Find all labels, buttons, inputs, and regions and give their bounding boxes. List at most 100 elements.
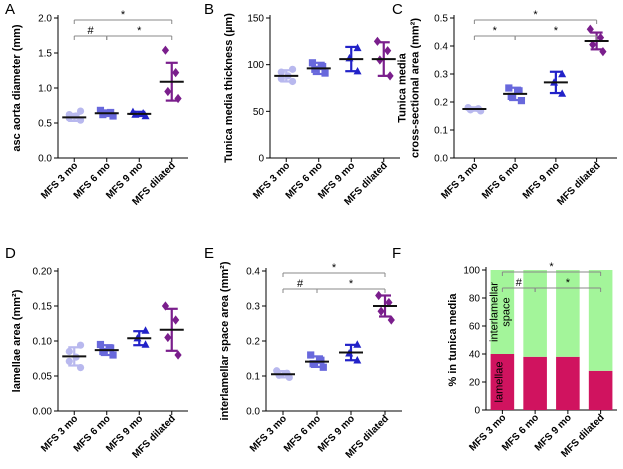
y-tick-label: 0.5 xyxy=(434,14,448,25)
significance-label: * xyxy=(137,25,142,37)
data-point xyxy=(273,367,281,375)
significance-label: * xyxy=(349,278,354,290)
bar-interlamellar xyxy=(490,270,515,354)
data-point xyxy=(65,347,73,356)
bar-interlamellar xyxy=(556,270,580,357)
y-tick-label: 0.3 xyxy=(246,302,260,313)
data-point xyxy=(319,363,327,371)
y-tick-label: 0 xyxy=(258,154,264,165)
series-3 xyxy=(159,45,184,104)
x-tick-label: MFS 3 mo xyxy=(439,160,480,201)
inbar-label-lamellae: lamellae xyxy=(493,362,505,403)
y-tick-label: 0.15 xyxy=(33,302,53,313)
y-axis-label: Tunica media xyxy=(397,52,409,122)
data-point xyxy=(308,59,317,67)
y-tick-label: 100 xyxy=(247,60,264,71)
data-point xyxy=(507,92,515,100)
y-axis-label: lamellae area (mm²) xyxy=(11,289,23,392)
data-point xyxy=(96,106,105,114)
y-tick-label: 60 xyxy=(469,322,481,333)
data-point xyxy=(373,36,382,46)
significance-label: * xyxy=(332,262,337,274)
panel-c: C 0.0 0.1 0.2 0.3 0.4 0.5 MFS 3 mo MFS 6 mo MFS 9… xyxy=(392,1,617,208)
series-1 xyxy=(305,351,329,371)
y-tick-label: 0.1 xyxy=(246,372,260,383)
y-tick-label: 0.05 xyxy=(33,372,53,383)
x-tick-label: MFS 9 mo xyxy=(521,160,562,201)
data-point xyxy=(99,111,107,119)
y-tick-label: 0.0 xyxy=(38,154,52,165)
x-tick-label: MFS dilated xyxy=(555,160,602,207)
data-point xyxy=(164,332,172,343)
panel-letter: E xyxy=(204,245,214,262)
data-point xyxy=(174,93,182,104)
data-point xyxy=(161,45,170,55)
series-3 xyxy=(159,301,184,360)
y-tick-label: 0.00 xyxy=(33,407,53,418)
panel-letter: F xyxy=(392,245,401,262)
y-tick-label: 1.0 xyxy=(38,84,52,95)
y-tick-label: 0.2 xyxy=(434,98,448,109)
data-point xyxy=(317,356,325,364)
y-tick-label: 150 xyxy=(247,14,264,25)
y-tick-label: 0.3 xyxy=(434,70,448,81)
y-tick-label: 0.10 xyxy=(33,337,53,348)
data-point xyxy=(109,351,117,359)
significance-label: * xyxy=(121,9,126,21)
data-point xyxy=(141,326,150,334)
series-2 xyxy=(127,107,152,120)
data-point xyxy=(164,86,172,97)
significance-label: * xyxy=(566,277,571,289)
data-point xyxy=(375,290,383,301)
data-point xyxy=(321,69,329,77)
series-0 xyxy=(62,107,87,124)
significance-label: # xyxy=(87,25,94,37)
series-2 xyxy=(339,340,363,364)
data-point xyxy=(505,84,513,92)
inbar-label-interlamellar: interlamellar xyxy=(488,282,500,342)
data-point xyxy=(319,62,327,71)
series-1 xyxy=(503,84,528,105)
y-axis-label: % in tunica media xyxy=(447,293,459,387)
bar-lamellae xyxy=(490,354,515,410)
data-point xyxy=(558,89,567,97)
data-point xyxy=(515,87,523,95)
y-tick-label: 2.0 xyxy=(38,14,52,25)
y-tick-label: 0.1 xyxy=(434,126,448,137)
data-point xyxy=(96,340,105,349)
y-tick-label: 1.5 xyxy=(38,49,52,60)
data-point xyxy=(172,315,180,325)
bar-lamellae xyxy=(588,370,613,410)
series-0 xyxy=(271,367,295,381)
y-axis-label: Tunica media thickness (µm) xyxy=(223,13,235,163)
data-point xyxy=(596,33,605,43)
data-point xyxy=(353,67,362,75)
series-3 xyxy=(371,36,396,81)
data-point xyxy=(377,306,385,316)
series-1 xyxy=(306,59,331,77)
series-0 xyxy=(462,104,487,115)
data-point xyxy=(172,68,180,78)
bar-interlamellar xyxy=(588,270,613,371)
panel-letter: C xyxy=(392,1,403,18)
y-axis-label: cross-sectional area (mm²) xyxy=(410,18,422,158)
significance-label: # xyxy=(297,278,304,290)
series-3 xyxy=(373,290,397,325)
y-axis-label: asc aorta diameter (mm) xyxy=(11,24,23,151)
bar-lamellae xyxy=(523,356,547,410)
bar-interlamellar xyxy=(523,270,547,357)
significance-label: # xyxy=(516,277,523,289)
data-point xyxy=(99,347,107,356)
panel-letter: D xyxy=(5,245,16,262)
data-point xyxy=(353,356,362,364)
y-tick-label: 0.0 xyxy=(246,407,260,418)
series-2 xyxy=(543,69,568,97)
data-point xyxy=(107,344,115,352)
data-point xyxy=(353,43,362,52)
inbar-label-interlamellar: space xyxy=(500,297,512,326)
data-point xyxy=(387,315,395,325)
y-tick-label: 100 xyxy=(463,266,480,277)
